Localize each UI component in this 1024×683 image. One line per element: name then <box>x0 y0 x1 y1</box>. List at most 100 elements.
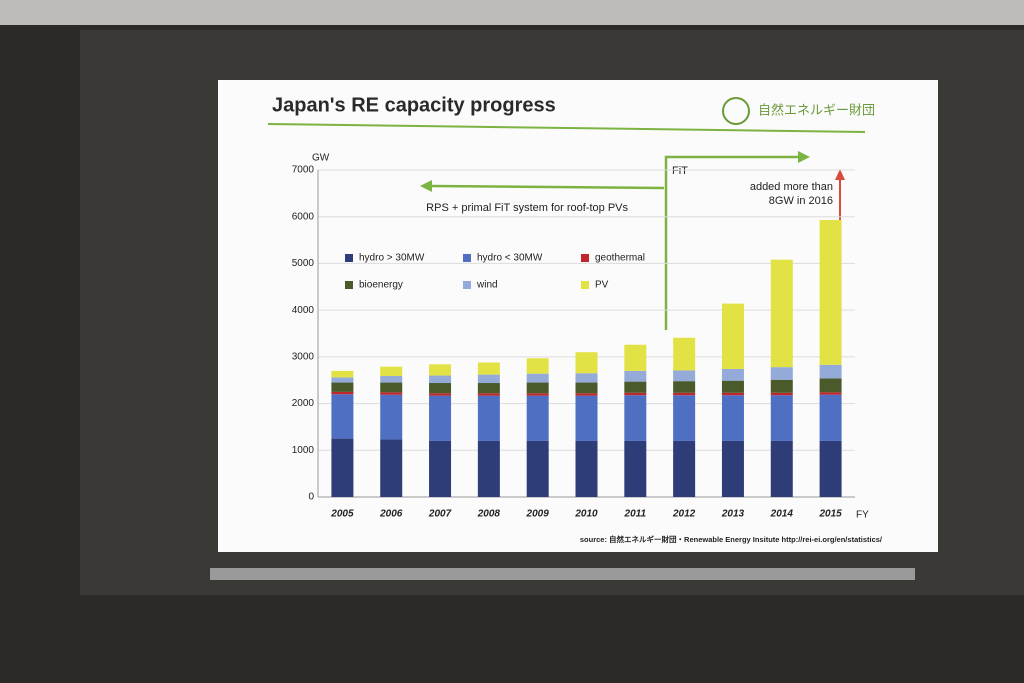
bar-segment <box>380 394 403 440</box>
legend-swatch <box>581 254 589 262</box>
annotation: 8GW in 2016 <box>769 195 833 207</box>
bar-segment <box>477 393 500 396</box>
bar-segment <box>624 440 647 497</box>
bar-segment <box>477 440 500 497</box>
x-tick-label: 2006 <box>379 509 403 520</box>
bar-segment <box>331 370 354 378</box>
bar-segment <box>770 367 793 380</box>
bar-segment <box>575 352 598 374</box>
bar-segment <box>477 383 500 394</box>
bar-segment <box>526 373 549 383</box>
annotation: FiT <box>672 165 688 177</box>
legend-swatch <box>463 254 471 262</box>
legend-label: geothermal <box>595 253 645 264</box>
bar-segment <box>721 440 744 497</box>
y-tick-label: 4000 <box>292 305 315 316</box>
bar-segment <box>429 440 452 497</box>
bar-segment <box>819 378 842 393</box>
rps-arrowhead <box>420 180 432 192</box>
y-tick-label: 2000 <box>292 398 315 409</box>
bar-segment <box>429 364 452 376</box>
bar-segment <box>624 395 647 441</box>
annotations <box>420 151 845 330</box>
bar-segment <box>624 370 647 382</box>
bar-segment <box>575 440 598 497</box>
bar-segment <box>770 259 793 368</box>
y-tick-label: 3000 <box>292 351 315 362</box>
bar-segment <box>380 392 403 395</box>
x-axis-label: FY <box>856 510 869 521</box>
legend-label: bioenergy <box>359 280 403 291</box>
bar-segment <box>770 395 793 441</box>
projection-bar <box>210 568 915 580</box>
bar-segment <box>819 364 842 379</box>
bar-segment <box>575 393 598 396</box>
bar-segment <box>331 394 354 439</box>
y-tick-label: 7000 <box>292 165 315 176</box>
bar-segment <box>575 395 598 441</box>
bar-segment <box>673 337 696 371</box>
added-arrowhead <box>835 169 845 180</box>
bar-segment <box>477 374 500 384</box>
fit-arrowhead <box>798 151 810 163</box>
bar-segment <box>575 382 598 394</box>
bar-segment <box>819 219 842 365</box>
legend-swatch <box>581 281 589 289</box>
bar-segment <box>575 373 598 383</box>
bar-segment <box>624 392 647 396</box>
bar-segment <box>429 393 452 396</box>
legend-label: wind <box>476 280 498 291</box>
bar-segment <box>770 379 793 393</box>
plot: 0 1000 2000 3000 4000 5000 6000 7000 hydro > 30M… <box>292 165 855 520</box>
ceiling <box>0 0 1024 25</box>
bar-segment <box>380 366 403 377</box>
bar-segment <box>624 381 647 393</box>
bar-segment <box>331 391 354 395</box>
x-tick-label: 2014 <box>770 509 794 520</box>
y-axis-label: GW <box>312 153 330 164</box>
legend-swatch <box>345 254 353 262</box>
bar-segment <box>721 395 744 441</box>
annotation: added more than <box>750 181 833 193</box>
x-tick-label: 2013 <box>721 509 745 520</box>
bar-segment <box>526 382 549 394</box>
bar-segment <box>526 393 549 396</box>
bar-segment <box>721 392 744 396</box>
bar-segment <box>721 380 744 393</box>
bar-segment <box>380 376 403 383</box>
bar-segment <box>331 438 354 497</box>
bar-segment <box>673 392 696 396</box>
y-tick-label: 5000 <box>292 258 315 269</box>
bar-segment <box>624 344 647 371</box>
chart-title: Japan's RE capacity progress <box>272 94 556 116</box>
y-tick-label: 1000 <box>292 445 315 456</box>
rps-arrow <box>429 184 665 190</box>
bar-segment <box>477 362 500 375</box>
title-rule <box>267 123 866 133</box>
bar-segment <box>380 382 403 393</box>
bar-segment <box>380 439 403 497</box>
legend-swatch <box>463 281 471 289</box>
bar-segment <box>477 395 500 441</box>
legend-swatch <box>345 281 353 289</box>
bar-segment <box>331 382 354 392</box>
bar-segment <box>770 440 793 497</box>
x-tick-label: 2012 <box>672 509 696 520</box>
x-tick-label: 2008 <box>477 509 501 520</box>
x-tick-label: 2007 <box>428 509 452 520</box>
logo-mark <box>722 97 750 125</box>
bar-segment <box>331 377 354 383</box>
x-tick-label: 2005 <box>330 509 354 520</box>
x-tick-label: 2015 <box>818 509 842 520</box>
bar-segment <box>673 370 696 382</box>
bar-segment <box>526 440 549 497</box>
legend-label: hydro > 30MW <box>359 253 425 264</box>
bar-segment <box>526 395 549 441</box>
x-tick-label: 2010 <box>574 509 598 520</box>
bar-segment <box>429 375 452 384</box>
annotation: RPS + primal FiT system for roof-top PVs <box>426 202 628 214</box>
x-tick-label: 2011 <box>624 509 647 520</box>
fit-bracket <box>664 155 800 330</box>
